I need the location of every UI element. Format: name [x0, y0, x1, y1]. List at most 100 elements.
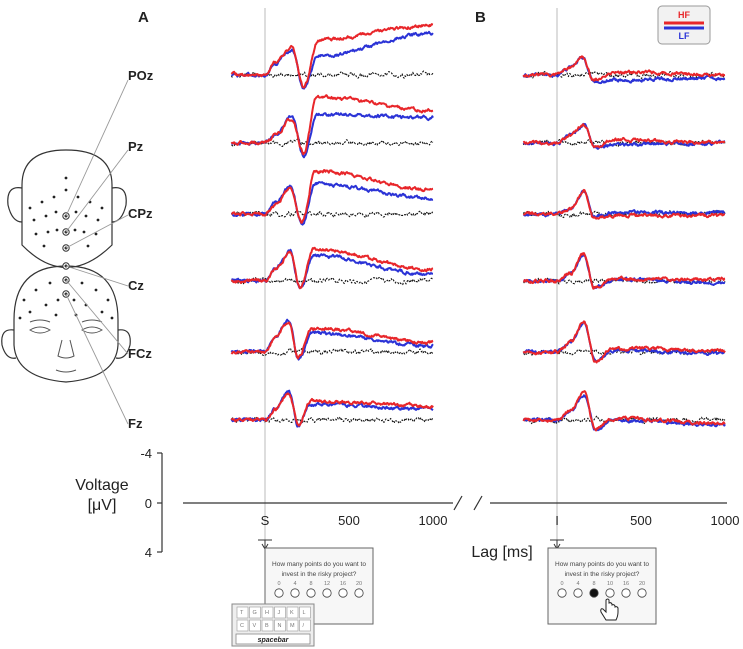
y-tick-neg4: -4 [140, 446, 152, 461]
y-axis: -4 0 4 Voltage [μV] [75, 446, 163, 560]
trace-lf-b-fz [522, 394, 726, 432]
keyboard-row2-key-label: M [290, 623, 295, 629]
axis-break-mark-1 [453, 495, 463, 511]
screen-a-option-label: 12 [324, 581, 330, 587]
stimulus-screen-a: How many points do you want to invest in… [231, 547, 374, 647]
legend-label-lf: LF [679, 31, 690, 41]
screen-a-option-radio[interactable] [306, 588, 316, 598]
screen-a-option-label: 0 [277, 581, 280, 587]
screen-b-option-label: 4 [576, 581, 579, 587]
keyboard-row2-key [274, 619, 286, 632]
trace-hf-a-poz [230, 23, 434, 89]
keyboard-row1-key-label: K [290, 610, 294, 616]
channel-label-fz: Fz [128, 416, 143, 431]
trace-hf-b-cz [523, 252, 726, 290]
x-tick-b-500: 500 [630, 513, 652, 528]
trace-lf-a-cpz [230, 181, 434, 226]
keyboard-row1-key [299, 606, 311, 619]
trace-hf-a-fcz [230, 321, 434, 360]
keyboard-row2-key [299, 619, 311, 632]
trace-hf-b-fz [522, 390, 726, 432]
trace-diff-a-cpz [231, 210, 434, 218]
channel-label-cpz: CPz [128, 206, 153, 221]
keyboard-row1-key-label: L [303, 610, 306, 616]
keyboard-row2-key [286, 619, 299, 632]
screen-a-option-radio[interactable] [354, 588, 364, 598]
trace-hf-b-fcz [522, 320, 726, 364]
electrode-connector-lines [65, 79, 129, 425]
panel-label-b: B [475, 9, 486, 26]
screen-b-option-radio[interactable] [605, 588, 615, 598]
screen-a-option-label: 4 [293, 581, 296, 587]
channel-label-poz: POz [128, 68, 154, 83]
y-tick-0: 0 [145, 496, 152, 511]
channel-label-fcz: FCz [128, 346, 152, 361]
trace-diff-a-fz [231, 416, 434, 424]
keyboard: T G H J K L C V B N M / spacebar [231, 603, 315, 647]
keyboard-row1-key [286, 606, 299, 619]
screen-a-option-radio[interactable] [338, 588, 348, 598]
y-axis-unit: [μV] [88, 497, 117, 514]
hand-pointer-icon [600, 598, 619, 621]
screen-b-option-radio[interactable] [557, 588, 567, 598]
keyboard-row2-key-label: V [253, 623, 257, 629]
trace-hf-b-pz [522, 123, 726, 149]
trace-hf-a-pz [230, 94, 434, 156]
midline-electrodes [62, 212, 70, 298]
trace-lf-a-poz [231, 30, 434, 90]
trace-hf-b-poz [522, 55, 726, 82]
screen-a-option-label: 20 [356, 581, 362, 587]
screen-a-option-radio[interactable] [290, 588, 300, 598]
legend: HF LF [657, 5, 711, 45]
trace-hf-a-fz [230, 392, 434, 427]
screen-a-question-line2: invest in the risky project? [282, 571, 357, 578]
trace-lf-a-fz [230, 389, 434, 428]
screen-b-option-radio[interactable] [573, 588, 583, 598]
legend-label-hf: HF [678, 10, 690, 20]
trace-lf-a-pz [231, 111, 434, 159]
screen-a-option-label: 16 [340, 581, 346, 587]
trace-lf-b-cpz [523, 189, 726, 219]
screen-b-question-line2: invest in the risky project? [565, 571, 640, 578]
screen-a-option-label: 8 [309, 581, 312, 587]
y-axis-title: Voltage [75, 477, 128, 494]
x-tick-a-s: S [261, 513, 270, 528]
screen-a-option-radio[interactable] [274, 588, 284, 598]
keyboard-row2-key-label: / [303, 623, 305, 629]
spacebar-key [235, 633, 311, 645]
electrode-head-schematic [1, 79, 131, 425]
screen-b-question-line1: How many points do you want to [555, 561, 649, 568]
keyboard-row2-key [236, 619, 249, 632]
keyboard-row2-key-label: C [240, 623, 244, 629]
screen-b-option-label: 0 [560, 581, 563, 587]
channel-label-cz: Cz [128, 278, 144, 293]
screen-b-option-label: 8 [592, 581, 595, 587]
stimulus-screen-b: How many points do you want to invest in… [547, 547, 657, 625]
x-tick-b-i: I [555, 513, 559, 528]
screen-b-option-label: 20 [639, 581, 645, 587]
trace-diff-a-fcz [230, 347, 434, 357]
keyboard-row1-key-label: J [278, 610, 281, 616]
screen-b-option-label: 16 [623, 581, 629, 587]
trace-hf-a-cpz [231, 169, 434, 224]
trace-diff-a-pz [231, 138, 434, 148]
trace-lf-b-pz [522, 122, 726, 150]
screen-b-option-radio[interactable] [621, 588, 631, 598]
keyboard-row1-key [249, 606, 261, 619]
keyboard-row2-key [249, 619, 261, 632]
spacebar-label: spacebar [258, 637, 290, 644]
screen-b-option-radio[interactable] [637, 588, 647, 598]
screen-b-option-radio[interactable] [589, 588, 599, 598]
screen-b-option-label: 10 [607, 581, 613, 587]
trace-diff-a-cz [231, 276, 433, 286]
x-axis: S 500 1000 I 500 1000 Lag [ms] [183, 495, 739, 561]
keyboard-row1-key-label: T [240, 610, 244, 616]
keyboard-row2-key-label: N [278, 623, 282, 629]
keyboard-row1-key-label: G [253, 610, 257, 616]
trace-hf-a-cz [230, 246, 434, 290]
trace-hf-b-cpz [522, 188, 726, 220]
keyboard-row1-key [236, 606, 249, 619]
keyboard-row1-key [261, 606, 274, 619]
screen-a-option-radio[interactable] [322, 588, 332, 598]
